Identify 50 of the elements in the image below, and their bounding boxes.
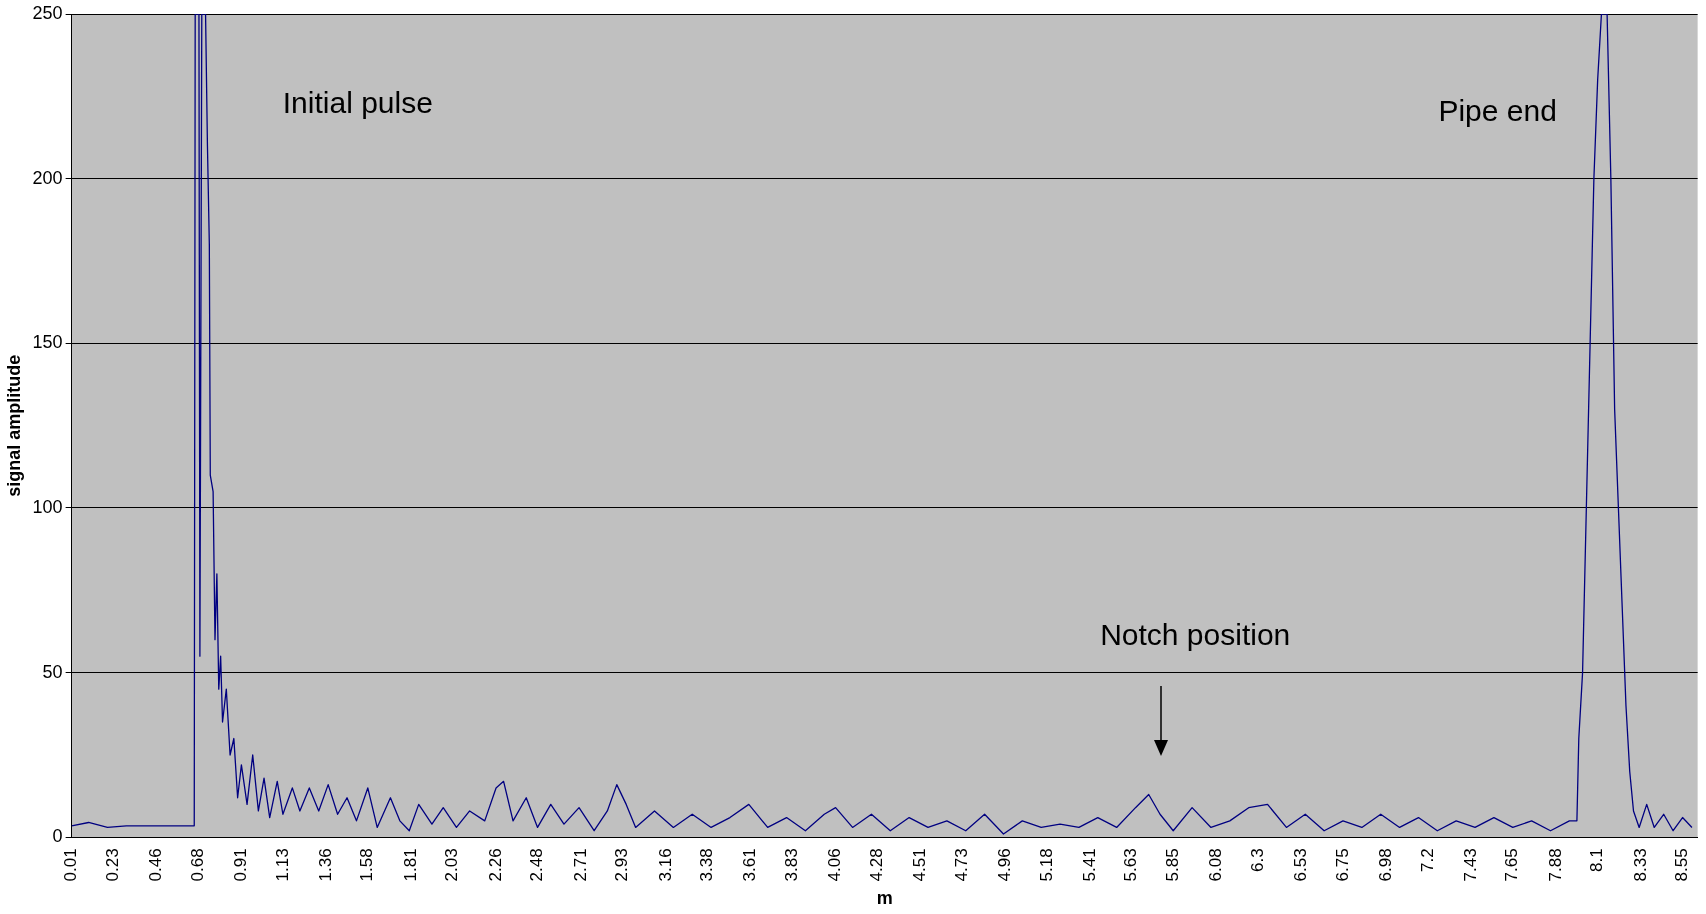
x-tick-label: 0.91 — [231, 848, 251, 882]
x-tick-label: 6.98 — [1376, 848, 1396, 882]
y-tick-label: 250 — [32, 2, 63, 23]
y-tick-label: 100 — [32, 496, 63, 517]
annotation: Pipe end — [1438, 94, 1557, 128]
x-tick-label: 4.28 — [866, 848, 886, 882]
x-tick-label: 6.75 — [1332, 848, 1352, 882]
x-tick-label: 5.18 — [1036, 848, 1056, 882]
annotation: Notch position — [1100, 617, 1291, 651]
x-tick-label: 0.23 — [102, 848, 122, 882]
x-tick-label: 3.61 — [740, 848, 760, 882]
x-tick-label: 8.1 — [1587, 848, 1607, 872]
y-tick-label: 200 — [32, 167, 63, 188]
x-tick-label: 7.2 — [1417, 848, 1437, 872]
x-axis-title: m — [876, 888, 893, 909]
x-tick-label: 5.41 — [1079, 848, 1099, 882]
y-tick-label: 150 — [32, 332, 63, 353]
x-tick-label: 0.01 — [61, 848, 81, 882]
x-tick-label: 2.71 — [570, 848, 590, 882]
x-tick-label: 8.55 — [1672, 848, 1692, 882]
x-tick-label: 2.93 — [612, 848, 632, 882]
x-tick-label: 2.26 — [485, 848, 505, 882]
x-tick-label: 1.58 — [357, 848, 377, 882]
x-tick-label: 2.03 — [442, 848, 462, 882]
x-tick-label: 6.08 — [1206, 848, 1226, 882]
x-tick-label: 2.48 — [527, 848, 547, 882]
x-tick-label: 6.53 — [1291, 848, 1311, 882]
x-tick-label: 0.46 — [146, 848, 166, 882]
x-tick-label: 4.06 — [825, 848, 845, 882]
x-tick-label: 6.3 — [1247, 848, 1267, 872]
x-tick-label: 3.38 — [697, 848, 717, 882]
x-tick-label: 7.88 — [1545, 848, 1565, 882]
x-tick-label: 4.96 — [995, 848, 1015, 882]
annotation: Initial pulse — [282, 85, 433, 119]
x-tick-label: 7.65 — [1502, 848, 1522, 882]
x-tick-label: 5.63 — [1121, 848, 1141, 882]
x-tick-label: 5.85 — [1162, 848, 1182, 882]
x-tick-label: 3.83 — [781, 848, 801, 882]
x-tick-label: 0.68 — [187, 848, 207, 882]
x-tick-label: 1.81 — [400, 848, 420, 882]
y-axis-title: signal amplitude — [3, 354, 24, 497]
x-tick-label: 1.36 — [315, 848, 335, 882]
x-tick-label: 3.16 — [655, 848, 675, 882]
x-tick-label: 4.51 — [910, 848, 930, 882]
x-tick-label: 7.43 — [1460, 848, 1480, 882]
x-tick-label: 8.33 — [1630, 848, 1650, 882]
y-tick-label: 50 — [42, 661, 63, 682]
y-tick-label: 0 — [52, 826, 63, 847]
x-tick-label: 4.73 — [951, 848, 971, 882]
x-tick-label: 1.13 — [272, 848, 292, 882]
